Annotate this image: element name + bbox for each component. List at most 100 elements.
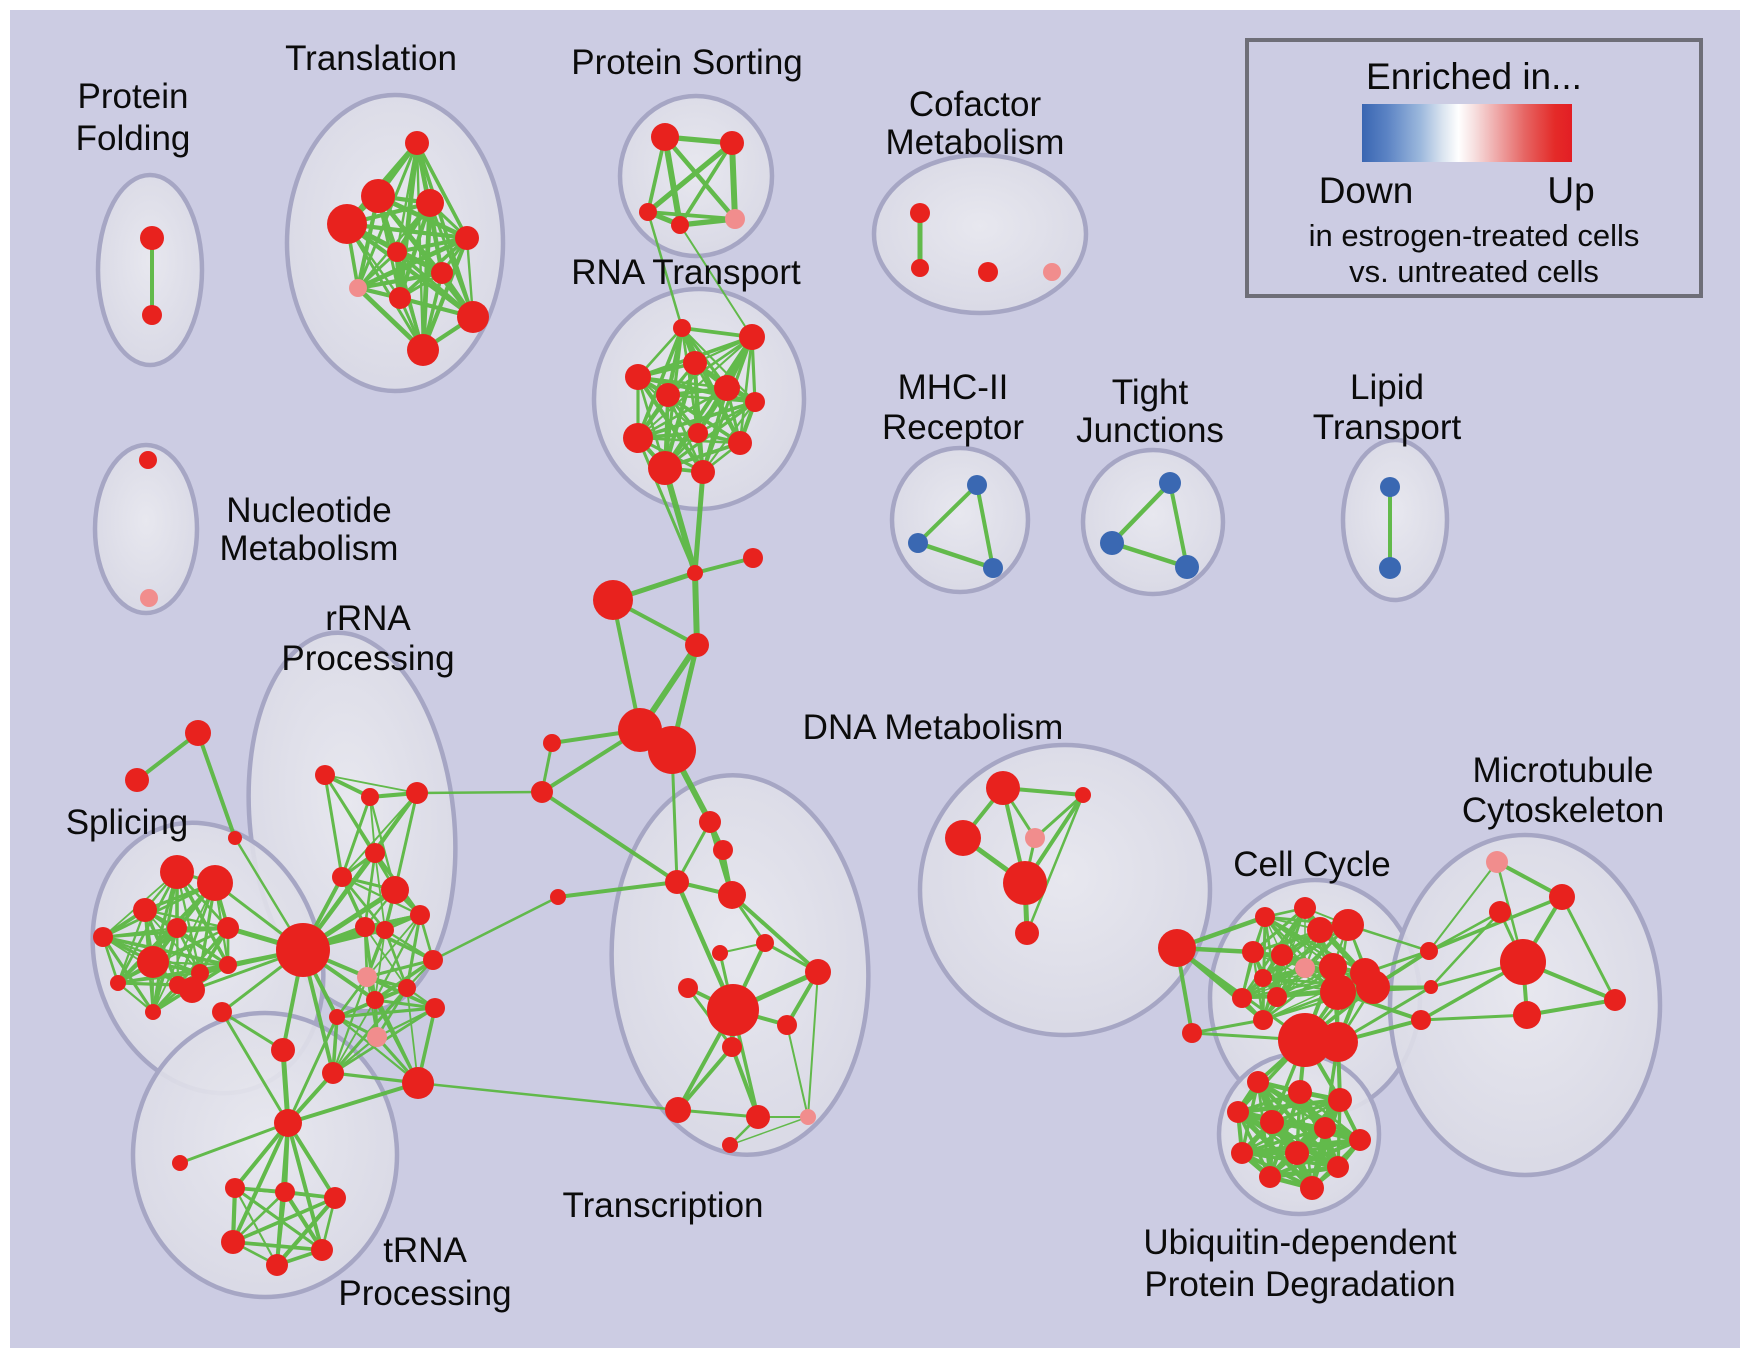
edge [340,875,387,932]
cluster-label-mhc-ii-receptor: Receptor [882,408,1024,447]
gene-set-node-red [945,820,981,856]
edge [355,270,445,291]
edge [231,1190,287,1244]
gene-set-node-red [531,781,553,803]
gene-set-node-red [1332,909,1364,941]
edge [915,540,996,571]
cluster-label-protein-folding: Folding [76,119,191,158]
gene-set-node-red [1424,980,1438,994]
edge [786,1024,809,1118]
gene-set-node-red [1319,953,1347,981]
gene-set-node-red [140,226,164,250]
gene-set-node-red [745,392,765,412]
edge [101,881,217,939]
gene-set-node-red [332,867,352,887]
edge [374,929,386,1001]
edge [373,998,437,1010]
gene-set-node-red [398,979,416,997]
legend-subtitle-line2: vs. untreated cells [1349,254,1599,289]
gene-set-node-red [387,242,407,262]
gene-set-node-red [457,301,489,333]
legend-gradient-bar [1362,104,1572,162]
gene-set-node-red [1232,988,1252,1008]
gene-set-node-pink [800,1109,816,1125]
legend-subtitle-line1: in estrogen-treated cells [1308,218,1640,253]
edge [662,465,698,576]
edge [366,914,421,978]
gene-set-node-red [274,1109,302,1137]
gene-set-node-red [722,1137,738,1153]
edge [540,790,679,884]
gene-set-node-red [1182,1023,1202,1043]
gene-set-node-red [416,189,444,217]
gene-set-node-red [455,226,479,250]
edge [116,963,230,985]
cluster-label-nucleotide-metabolism: Nucleotide [226,491,391,530]
cluster-label-mhc-ii-receptor: MHC-II [898,368,1009,407]
edge [335,1006,437,1019]
edge [286,1081,420,1125]
edge [1427,895,1564,953]
edge [101,935,155,1014]
gene-set-node-red [271,1038,295,1062]
cluster-ellipse-dna-metabolism [917,742,1213,1038]
gene-set-node-red [1003,861,1047,905]
edge [1419,1013,1529,1022]
gene-set-node-blue [983,558,1003,578]
gene-set-node-red [1288,1080,1312,1104]
legend-title: Enriched in... [1366,56,1582,97]
gene-set-node-red [1271,944,1293,966]
edge [1429,910,1502,989]
edge [395,250,475,319]
edge [365,958,435,979]
cluster-ellipse-mhc-ii-receptor [889,445,1031,595]
edge [1240,1126,1327,1155]
gene-set-node-red [911,259,929,277]
gene-set-node-red [185,720,211,746]
gene-set-node-red [329,1009,345,1025]
cluster-label-lipid-transport: Transport [1313,408,1462,447]
edge [143,908,230,930]
gene-set-node-red [639,203,657,221]
gene-set-node-red [167,918,187,938]
edge [341,792,418,878]
edge [233,1186,279,1267]
gene-set-node-red [1231,1142,1253,1164]
cluster-label-rna-transport: RNA Transport [571,253,801,292]
edge [231,1121,290,1244]
gene-set-node-red [688,423,708,443]
gene-set-node-red [1328,1088,1352,1112]
cluster-label-nucleotide-metabolism: Metabolism [220,529,399,568]
edge [645,140,735,215]
edge [636,436,697,575]
edge [679,224,753,338]
gene-set-node-red [311,1239,333,1261]
gene-set-node-red [1604,989,1626,1011]
cluster-ellipse-trna-processing [130,1010,400,1300]
gene-set-node-red [376,921,394,939]
gene-set-node-red [1356,970,1390,1004]
gene-set-node-red [1549,884,1575,910]
edge [1109,480,1173,546]
edge [611,598,642,732]
gene-set-node-red [365,843,385,863]
edge [1033,793,1085,840]
gene-set-node-blue [1159,472,1181,494]
gene-set-node-red [179,977,205,1003]
cluster-label-rrna-processing: rRNA [325,599,411,638]
gene-set-node-red [683,351,707,375]
edge [701,400,757,474]
edge [335,1015,420,1085]
gene-set-node-red [1294,897,1316,919]
gene-set-node-red [1420,942,1438,960]
gene-set-node-red [361,179,395,213]
gene-set-node-red [228,831,242,845]
gene-set-node-red [1349,1129,1371,1151]
gene-set-node-red [1253,1010,1273,1030]
gene-set-node-red [322,1062,344,1084]
legend-up-label: Up [1547,170,1595,211]
gene-set-node-red [543,734,561,752]
gene-set-node-red [425,998,445,1018]
edge [1560,895,1617,1002]
